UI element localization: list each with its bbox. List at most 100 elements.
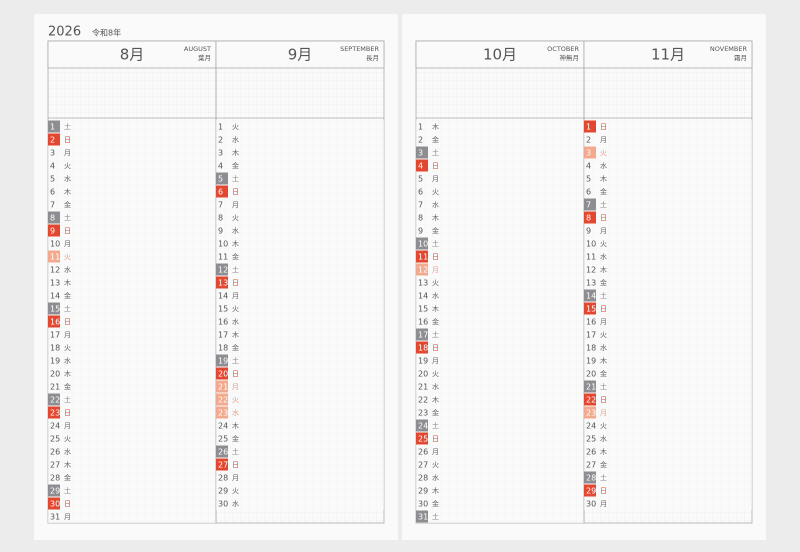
weekday: 木 (600, 447, 607, 456)
day-number: 21 (586, 383, 596, 392)
weekday: 火 (64, 162, 71, 170)
day-row (584, 289, 752, 302)
weekday: 金 (64, 382, 71, 391)
day-row (416, 367, 584, 380)
weekday: 金 (232, 434, 239, 443)
weekday: 火 (600, 149, 607, 157)
weekday: 月 (232, 474, 239, 482)
day-row (584, 198, 752, 211)
day-row (48, 471, 216, 484)
weekday: 金 (232, 161, 239, 170)
day-number: 26 (50, 448, 60, 457)
weekday: 水 (600, 343, 607, 352)
weekday: 火 (232, 123, 239, 131)
day-row (416, 510, 584, 523)
day-number: 20 (418, 370, 428, 379)
day-number: 9 (50, 227, 55, 236)
day-row (584, 133, 752, 146)
day-badge (416, 146, 428, 159)
weekday: 土 (600, 473, 607, 482)
day-row (584, 445, 752, 458)
weekday: 土 (64, 213, 71, 222)
day-badge (216, 367, 228, 380)
weekday: 月 (600, 409, 607, 417)
day-row (216, 406, 384, 419)
day-number: 19 (418, 357, 428, 366)
day-number: 6 (586, 188, 591, 197)
day-number: 4 (586, 162, 591, 171)
day-row (216, 185, 384, 198)
day-row (216, 393, 384, 406)
day-badge (48, 315, 60, 328)
day-number: 3 (50, 149, 55, 158)
day-badge (584, 380, 596, 393)
day-row (48, 224, 216, 237)
month-number: 11月 (651, 46, 685, 64)
day-row (416, 276, 584, 289)
month-header (215, 40, 385, 69)
day-row (216, 367, 384, 380)
day-number: 11 (218, 253, 228, 262)
day-badge (584, 198, 596, 211)
weekday: 火 (64, 253, 71, 261)
weekday: 金 (432, 317, 439, 326)
day-row (48, 185, 216, 198)
weekday: 土 (232, 265, 239, 274)
day-row (584, 224, 752, 237)
weekday: 日 (64, 227, 71, 235)
day-number: 1 (418, 123, 423, 132)
weekday: 月 (232, 201, 239, 209)
weekday: 水 (432, 473, 439, 482)
weekday: 水 (600, 161, 607, 170)
day-row (584, 367, 752, 380)
day-number: 26 (218, 448, 228, 457)
month-english: NOVEMBER (710, 45, 748, 53)
day-row (216, 419, 384, 432)
day-row (584, 185, 752, 198)
day-row (48, 263, 216, 276)
day-row (584, 172, 752, 185)
weekday: 土 (232, 356, 239, 365)
month-old-name: 長月 (366, 54, 379, 62)
day-row (48, 237, 216, 250)
weekday: 金 (600, 278, 607, 287)
month-number: 9月 (288, 46, 313, 64)
month-old-name: 霜月 (734, 54, 747, 62)
day-row (584, 276, 752, 289)
month-english: SEPTEMBER (340, 45, 379, 53)
day-row (216, 237, 384, 250)
weekday: 土 (432, 239, 439, 248)
day-number: 29 (50, 487, 60, 496)
weekday: 水 (232, 499, 239, 508)
day-number: 14 (418, 292, 428, 301)
weekday: 木 (232, 421, 239, 430)
day-number: 10 (218, 240, 228, 249)
month-old-name: 葉月 (198, 53, 211, 62)
weekday: 金 (600, 369, 607, 378)
weekday: 日 (232, 370, 239, 378)
weekday: 火 (432, 370, 439, 378)
day-number: 18 (586, 344, 596, 353)
day-number: 3 (218, 149, 223, 158)
weekday: 土 (432, 330, 439, 339)
day-row (48, 315, 216, 328)
weekday: 火 (232, 214, 239, 222)
weekday: 水 (232, 317, 239, 326)
day-number: 2 (418, 136, 423, 145)
weekday: 水 (432, 382, 439, 391)
day-number: 11 (586, 253, 596, 262)
day-row (584, 393, 752, 406)
month-number: 10月 (483, 46, 517, 64)
day-badge (584, 393, 596, 406)
day-badge (416, 250, 428, 263)
day-number: 8 (218, 214, 223, 223)
day-row (584, 432, 752, 445)
day-row (584, 328, 752, 341)
weekday: 日 (600, 305, 607, 313)
day-number: 8 (418, 214, 423, 223)
weekday: 金 (600, 187, 607, 196)
weekday: 土 (432, 421, 439, 430)
day-number: 30 (586, 500, 596, 509)
day-number: 20 (586, 370, 596, 379)
